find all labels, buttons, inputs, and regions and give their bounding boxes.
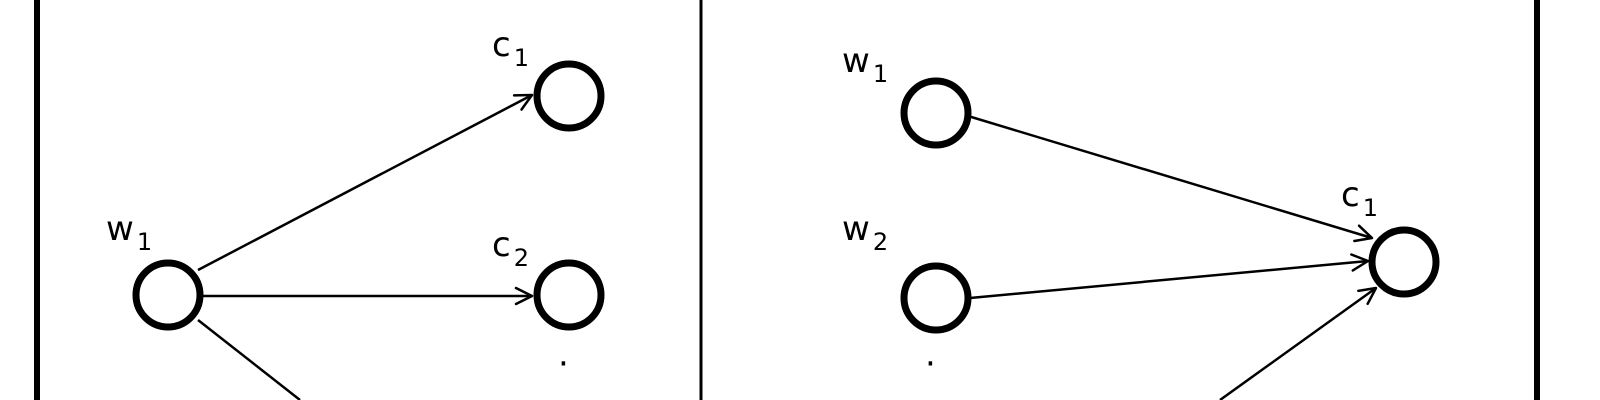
label-w1-sub: 1: [137, 228, 152, 256]
label-c1-right-letter: c: [1341, 175, 1360, 215]
node-w1-right: [900, 77, 972, 149]
node-c2: [533, 259, 605, 331]
label-c1-letter: c: [492, 25, 511, 65]
edge-w1-c1-right: [967, 114, 1374, 243]
edge-w3-c1-partial: [1219, 286, 1378, 400]
edge-w1-c1: [197, 93, 534, 272]
label-c1-sub: 1: [514, 44, 529, 72]
ellipsis-right: ·: [925, 344, 936, 384]
label-w1-right-sub: 1: [873, 60, 888, 88]
label-c1-right-sub: 1: [1363, 194, 1378, 222]
ellipsis-left: ·: [558, 344, 569, 384]
label-c2-sub: 2: [514, 244, 529, 272]
label-w1-right-letter: w: [842, 41, 870, 81]
label-w2-right-sub: 2: [873, 228, 888, 256]
label-w1-letter: w: [106, 209, 134, 249]
label-w2-right-letter: w: [842, 209, 870, 249]
edge-w1-c3-partial: [197, 319, 301, 400]
label-c2-letter: c: [492, 225, 511, 265]
edge-w2-c1-right: [969, 253, 1370, 300]
node-c1: [533, 60, 605, 132]
node-c1-right: [1368, 226, 1440, 298]
node-w1: [132, 259, 204, 331]
node-w2-right: [900, 262, 972, 334]
